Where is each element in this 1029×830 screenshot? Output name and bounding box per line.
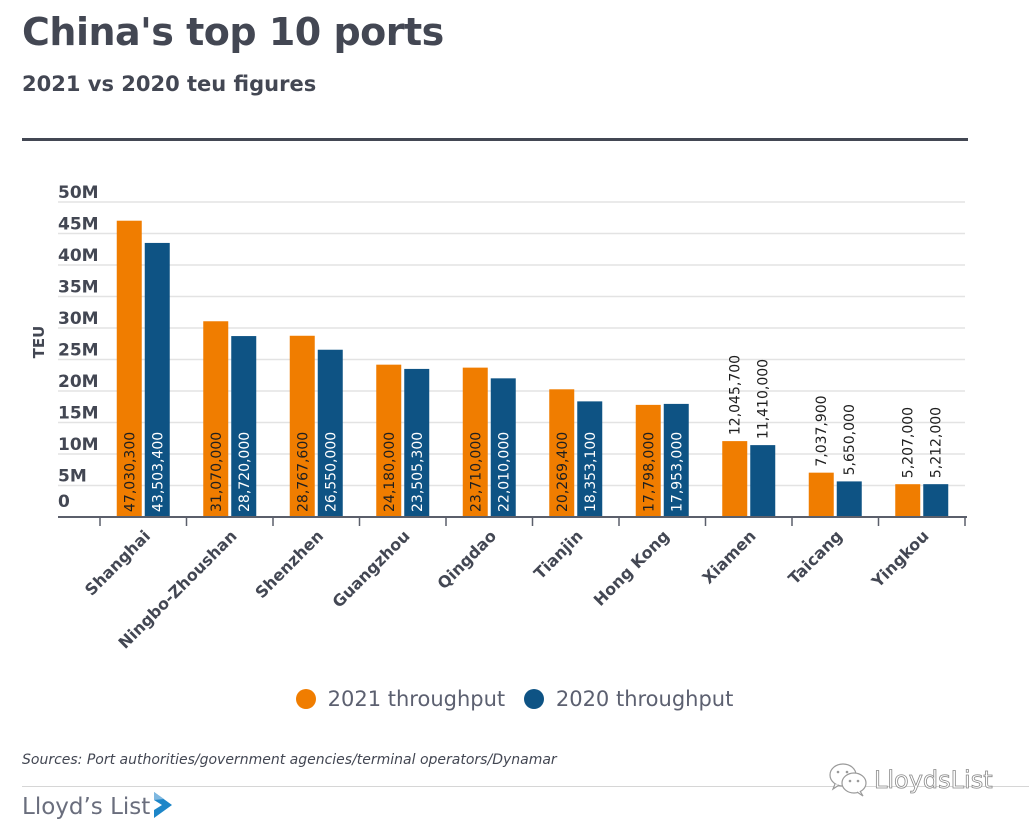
watermark: LloydsList <box>828 762 993 798</box>
bar <box>317 349 343 517</box>
bar <box>750 445 776 517</box>
bar <box>462 367 488 517</box>
bar <box>663 403 689 517</box>
y-tick-label: 45M <box>58 215 99 235</box>
source-note: Sources: Port authorities/government age… <box>22 752 557 768</box>
legend-item-2021[interactable]: 2021 throughput <box>295 687 506 711</box>
bar-chart: 0 5M 10M 15M 20M 25M 30M 35M 40M 45M 50M TEU 47,03… <box>30 183 967 652</box>
y-tick-label: 5M <box>58 467 87 487</box>
x-tick-label: Qingdao <box>433 526 500 593</box>
data-label: 23,710,000 <box>468 432 484 512</box>
legend-swatch-2021 <box>295 689 316 709</box>
legend-label-2021: 2021 throughput <box>327 687 506 711</box>
data-label: 47,030,300 <box>122 432 138 512</box>
y-axis-ticks: 0 5M 10M 15M 20M 25M 30M 35M 40M 45M 50M <box>58 183 99 512</box>
x-tick-label: Yingkou <box>867 526 932 591</box>
y-tick-label: 10M <box>58 435 99 455</box>
legend-label-2020: 2020 throughput <box>555 687 734 711</box>
data-label: 12,045,700 <box>728 355 744 435</box>
data-label: 22,010,000 <box>496 432 512 512</box>
bar <box>116 220 142 517</box>
bar <box>895 484 921 517</box>
x-tick-label: Tianjin <box>530 526 587 583</box>
x-tick-label: Shanghai <box>81 526 154 599</box>
legend-swatch-2020 <box>523 689 544 709</box>
y-tick-label: 35M <box>58 278 99 298</box>
y-tick-label: 40M <box>58 246 99 266</box>
bar <box>577 401 603 517</box>
bars <box>116 220 949 517</box>
data-label: 31,070,000 <box>209 432 225 512</box>
y-tick-label: 25M <box>58 341 99 361</box>
legend-item-2020[interactable]: 2020 throughput <box>523 687 734 711</box>
bar <box>289 335 315 517</box>
data-label: 5,207,000 <box>901 407 917 478</box>
data-label: 11,410,000 <box>756 359 772 439</box>
watermark-text: LloydsList <box>874 766 993 795</box>
bar <box>231 336 257 517</box>
data-label: 26,550,000 <box>323 432 339 512</box>
bar <box>490 378 516 517</box>
y-tick-label: 50M <box>58 183 99 203</box>
y-tick-label: 0 <box>58 492 70 512</box>
chart-title: China's top 10 ports <box>22 10 444 54</box>
x-tick-label: Shenzhen <box>251 526 327 602</box>
bar <box>203 321 229 517</box>
legend: 2021 throughput 2020 throughput <box>0 687 1029 714</box>
x-tick-label: Xiamen <box>698 526 759 587</box>
bar <box>808 472 834 517</box>
x-tick-label: Taicang <box>784 526 846 588</box>
bar <box>376 364 402 517</box>
title-divider <box>22 138 968 141</box>
y-axis-label: TEU <box>30 326 48 359</box>
bar <box>144 242 170 517</box>
x-axis <box>58 516 967 526</box>
data-label: 17,798,000 <box>641 432 657 512</box>
data-label: 7,037,900 <box>814 395 830 466</box>
play-chevron-icon <box>154 792 173 818</box>
brand-name: Lloyd’s List <box>22 794 151 820</box>
bar <box>549 389 575 517</box>
brand-logo: Lloyd’s List <box>22 792 174 820</box>
data-label: 43,503,400 <box>150 432 166 512</box>
data-label: 28,767,600 <box>295 432 311 512</box>
footer-divider <box>22 786 1029 787</box>
x-tick-label: Guangzhou <box>329 526 414 611</box>
data-label: 23,505,300 <box>410 432 426 512</box>
chart-subtitle: 2021 vs 2020 teu figures <box>22 72 317 96</box>
y-tick-label: 20M <box>58 372 99 392</box>
y-tick-label: 15M <box>58 404 99 424</box>
wechat-icon <box>829 763 867 797</box>
bar <box>836 481 862 517</box>
data-label: 17,953,000 <box>669 432 685 512</box>
data-label: 20,269,400 <box>555 432 571 512</box>
bar <box>722 441 748 517</box>
bar <box>923 484 949 517</box>
data-label: 5,650,000 <box>842 404 858 475</box>
data-label: 24,180,000 <box>382 432 398 512</box>
data-label: 18,353,100 <box>583 432 599 512</box>
data-label: 28,720,000 <box>237 432 253 512</box>
bar <box>404 368 430 517</box>
y-tick-label: 30M <box>58 309 99 329</box>
data-label: 5,212,000 <box>929 407 945 478</box>
x-tick-label: Hong Kong <box>590 526 673 609</box>
data-labels: 47,030,300 43,503,400 31,070,000 28,720,000… <box>122 355 945 512</box>
bar <box>635 404 661 517</box>
